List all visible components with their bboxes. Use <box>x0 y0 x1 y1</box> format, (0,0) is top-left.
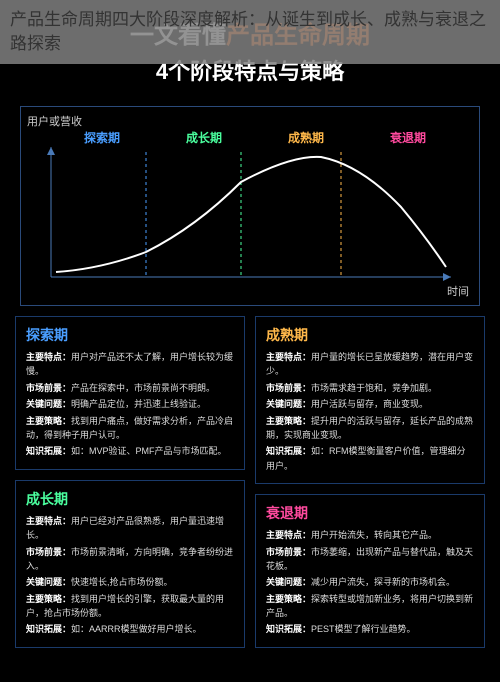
item: 主要策略：找到用户增长的引擎，获取最大量的用户，抢占市场份额。 <box>26 592 234 621</box>
phase-label-mature: 成熟期 <box>288 129 324 146</box>
item: 关键问题：减少用户流失，探寻新的市场机会。 <box>266 575 474 589</box>
item: 市场前景：市场前景清晰，方向明确，竞争者纷纷进入。 <box>26 545 234 574</box>
item: 主要特点：用户已经对产品很熟悉，用户量迅速增长。 <box>26 514 234 543</box>
item: 知识拓展：如：RFM模型衡量客户价值，管理细分用户。 <box>266 444 474 473</box>
item: 市场前景：市场需求趋于饱和，竞争加剧。 <box>266 381 474 395</box>
box-title-explore: 探索期 <box>26 325 234 345</box>
overlay-caption: 产品生命周期四大阶段深度解析：从诞生到成长、成熟与衰退之路探索 <box>0 0 500 64</box>
item: 主要策略：探索转型或增加新业务，将用户切换到新产品。 <box>266 592 474 621</box>
box-title-decline: 衰退期 <box>266 503 474 523</box>
y-axis-label: 用户或营收 <box>27 113 82 129</box>
phase-label-explore: 探索期 <box>84 129 120 146</box>
item: 主要特点：用户量的增长已呈放缓趋势，潜在用户变少。 <box>266 350 474 379</box>
item: 市场前景：产品在探索中，市场前景尚不明朗。 <box>26 381 234 395</box>
item: 主要策略：找到用户痛点，做好需求分析，产品冷启动，得到种子用户认可。 <box>26 414 234 443</box>
item: 知识拓展：如：MVP验证、PMF产品与市场匹配。 <box>26 444 234 458</box>
item: 知识拓展：如：AARRR模型做好用户增长。 <box>26 622 234 636</box>
phase-labels-row: 探索期 成长期 成熟期 衰退期 <box>51 129 459 146</box>
box-title-mature: 成熟期 <box>266 325 474 345</box>
item: 知识拓展：PEST模型了解行业趋势。 <box>266 622 474 636</box>
item: 主要特点：用户开始流失，转向其它产品。 <box>266 528 474 542</box>
chart-svg <box>41 147 461 287</box>
item: 关键问题：用户活跃与留存，商业变现。 <box>266 397 474 411</box>
item: 关键问题：快速增长,抢占市场份额。 <box>26 575 234 589</box>
phase-label-decline: 衰退期 <box>390 129 426 146</box>
lifecycle-chart: 用户或营收 时间 探索期 成长期 成熟期 衰退期 <box>20 106 480 306</box>
item: 关键问题：明确产品定位，并迅速上线验证。 <box>26 397 234 411</box>
phase-label-growth: 成长期 <box>186 129 222 146</box>
box-decline: 衰退期 主要特点：用户开始流失，转向其它产品。 市场前景：市场萎缩，出现新产品与… <box>255 494 485 648</box>
item: 主要特点：用户对产品还不太了解，用户增长较为缓慢。 <box>26 350 234 379</box>
box-mature: 成熟期 主要特点：用户量的增长已呈放缓趋势，潜在用户变少。 市场前景：市场需求趋… <box>255 316 485 484</box>
details-grid: 探索期 主要特点：用户对产品还不太了解，用户增长较为缓慢。 市场前景：产品在探索… <box>0 316 500 648</box>
box-title-growth: 成长期 <box>26 489 234 509</box>
item: 市场前景：市场萎缩，出现新产品与替代品，触及天花板。 <box>266 545 474 574</box>
box-growth: 成长期 主要特点：用户已经对产品很熟悉，用户量迅速增长。 市场前景：市场前景清晰… <box>15 480 245 648</box>
col-right: 成熟期 主要特点：用户量的增长已呈放缓趋势，潜在用户变少。 市场前景：市场需求趋… <box>255 316 485 648</box>
item: 主要策略：提升用户的活跃与留存，延长产品的成熟期，实现商业变现。 <box>266 414 474 443</box>
col-left: 探索期 主要特点：用户对产品还不太了解，用户增长较为缓慢。 市场前景：产品在探索… <box>15 316 245 648</box>
box-explore: 探索期 主要特点：用户对产品还不太了解，用户增长较为缓慢。 市场前景：产品在探索… <box>15 316 245 470</box>
